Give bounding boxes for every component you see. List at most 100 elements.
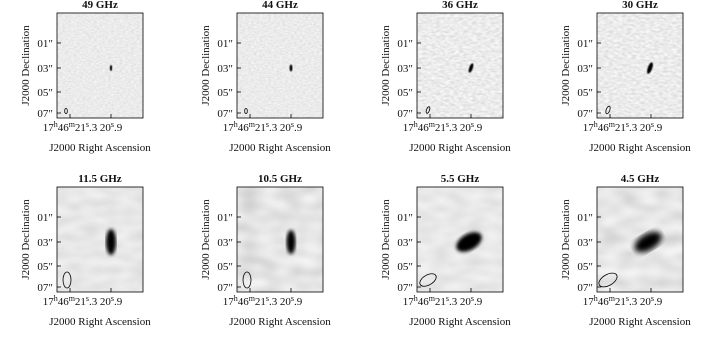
x-tick-number: 21 (615, 122, 626, 134)
x-tick-number: 21 (615, 296, 626, 308)
x-tick-unit: s (626, 120, 629, 129)
x-tick-label: 17h46m21s.3 (223, 294, 278, 308)
x-tick-number: 46 (238, 122, 250, 134)
x-tick-unit: h (414, 294, 418, 303)
y-tick-label: 03″ (217, 63, 233, 75)
y-axis-label: J2000 Declination (200, 25, 212, 106)
y-tick-label: 03″ (577, 237, 593, 249)
x-tick-unit: s (291, 120, 294, 129)
x-tick-number: 21 (255, 296, 266, 308)
y-tick-label: 03″ (397, 63, 413, 75)
y-tick-label: 05″ (37, 261, 53, 273)
image-noise (237, 13, 323, 118)
beam (62, 271, 72, 289)
x-tick-number: 21 (75, 122, 86, 134)
y-tick-label: 05″ (217, 87, 233, 99)
y-tick-label: 07″ (577, 282, 593, 294)
source (106, 229, 116, 255)
x-tick-unit: m (69, 120, 76, 129)
radio-image (57, 13, 143, 118)
x-axis-label: J2000 Right Ascension (409, 316, 511, 328)
x-axis-label: J2000 Right Ascension (229, 142, 331, 154)
y-tick-label: 05″ (397, 87, 413, 99)
x-tick-number: .9 (294, 122, 303, 134)
x-tick-unit: h (234, 120, 238, 129)
beam (419, 273, 437, 287)
x-tick-unit: s (446, 120, 449, 129)
x-tick-unit: m (69, 294, 76, 303)
frame (416, 186, 504, 293)
x-tick-unit: s (651, 120, 654, 129)
x-axis-label: J2000 Right Ascension (49, 316, 151, 328)
y-tick-label: 03″ (577, 63, 593, 75)
radio-image (597, 13, 683, 118)
x-axis-label: J2000 Right Ascension (49, 142, 151, 154)
x-tick-number: 46 (598, 122, 610, 134)
x-tick-number: .3 (629, 122, 638, 134)
x-tick-number: .3 (449, 122, 458, 134)
beam (425, 106, 431, 114)
x-tick-label: 17h46m21s.3 (403, 120, 458, 134)
x-tick-number: 17 (403, 122, 415, 134)
x-tick-unit: s (86, 294, 89, 303)
panel-title: 49 GHz (82, 0, 118, 11)
radio-image (597, 187, 683, 292)
x-tick-number: 20 (640, 296, 652, 308)
y-axis-label: J2000 Declination (560, 199, 572, 280)
panel-title: 4.5 GHz (621, 173, 660, 185)
x-axis-label: J2000 Right Ascension (409, 142, 511, 154)
x-tick-label: 20s.9 (460, 294, 483, 308)
y-tick-label: 01″ (577, 38, 593, 50)
y-tick-label: 05″ (37, 87, 53, 99)
frame (236, 12, 324, 119)
y-tick-label: 03″ (37, 63, 53, 75)
x-tick-number: 20 (280, 296, 292, 308)
x-tick-unit: h (54, 120, 58, 129)
x-tick-number: 21 (75, 296, 86, 308)
x-tick-number: 46 (418, 122, 430, 134)
x-tick-unit: s (86, 120, 89, 129)
x-tick-unit: m (609, 120, 616, 129)
y-tick-label: 03″ (397, 237, 413, 249)
y-tick-label: 07″ (397, 108, 413, 120)
x-tick-unit: m (249, 294, 256, 303)
x-tick-number: 17 (223, 296, 235, 308)
y-tick-label: 07″ (37, 108, 53, 120)
x-tick-number: 46 (598, 296, 610, 308)
radio-image (237, 187, 323, 292)
beam (242, 271, 252, 289)
source (456, 232, 482, 252)
x-tick-unit: s (651, 294, 654, 303)
x-tick-label: 17h46m21s.3 (583, 294, 638, 308)
x-tick-number: 21 (435, 122, 446, 134)
y-axis-label: J2000 Declination (380, 199, 392, 280)
x-tick-number: .9 (294, 296, 303, 308)
source (289, 64, 293, 72)
x-tick-number: .3 (89, 296, 98, 308)
x-tick-number: 46 (238, 296, 250, 308)
x-tick-number: 20 (100, 296, 112, 308)
y-tick-label: 01″ (217, 38, 233, 50)
x-tick-unit: s (291, 294, 294, 303)
x-tick-number: 17 (43, 122, 55, 134)
image-noise (237, 187, 323, 292)
y-tick-label: 07″ (217, 282, 233, 294)
x-tick-number: .9 (654, 122, 663, 134)
x-tick-number: 17 (583, 296, 595, 308)
y-tick-label: 07″ (397, 282, 413, 294)
x-tick-unit: s (626, 294, 629, 303)
x-tick-number: 20 (460, 122, 472, 134)
radio-image (237, 13, 323, 118)
frame (56, 12, 144, 119)
frame (56, 186, 144, 293)
x-tick-label: 20s.9 (100, 120, 123, 134)
x-tick-number: 17 (403, 296, 415, 308)
x-tick-label: 17h46m21s.3 (223, 120, 278, 134)
radio-image (57, 187, 143, 292)
x-tick-number: .9 (654, 296, 663, 308)
x-tick-number: 21 (435, 296, 446, 308)
